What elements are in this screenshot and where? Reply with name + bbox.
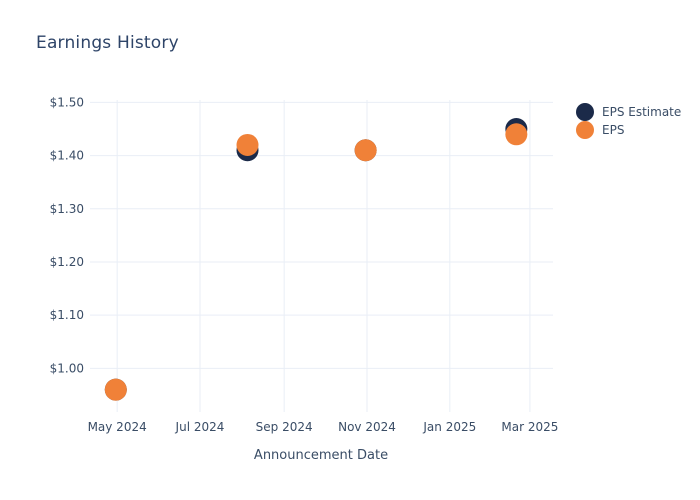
chart-title: Earnings History: [36, 33, 179, 53]
data-point-eps[interactable]: [505, 123, 528, 146]
x-tick-label: Sep 2024: [256, 420, 313, 434]
x-tick-label: Jul 2024: [175, 420, 225, 434]
legend-item-eps[interactable]: EPS: [576, 121, 681, 139]
data-point-eps[interactable]: [354, 139, 377, 162]
chart-legend: EPS Estimate EPS: [576, 103, 681, 139]
y-tick-label: $1.40: [50, 149, 84, 163]
x-axis-title: Announcement Date: [253, 448, 389, 463]
data-point-eps[interactable]: [236, 133, 259, 156]
x-tick-label: May 2024: [88, 420, 147, 434]
legend-label: EPS: [602, 123, 625, 137]
y-tick-label: $1.30: [50, 202, 84, 216]
y-tick-label: $1.20: [50, 255, 84, 269]
data-point-eps[interactable]: [104, 378, 127, 401]
legend-label: EPS Estimate: [602, 105, 682, 119]
y-tick-label: $1.10: [50, 308, 84, 322]
x-tick-label: Nov 2024: [338, 420, 396, 434]
x-tick-label: Mar 2025: [501, 420, 558, 434]
y-tick-label: $1.50: [50, 95, 84, 109]
eps-marker-icon: [576, 121, 594, 139]
y-tick-label: $1.00: [50, 361, 84, 375]
legend-item-eps-estimate[interactable]: EPS Estimate: [576, 103, 681, 121]
x-tick-label: Jan 2025: [422, 420, 476, 434]
eps-estimate-marker-icon: [576, 103, 594, 121]
